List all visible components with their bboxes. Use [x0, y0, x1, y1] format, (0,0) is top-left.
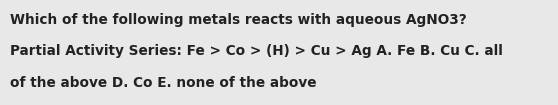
Text: Which of the following metals reacts with aqueous AgNO3?: Which of the following metals reacts wit… [10, 13, 467, 27]
Text: of the above D. Co E. none of the above: of the above D. Co E. none of the above [10, 76, 316, 90]
Text: Partial Activity Series: Fe > Co > (H) > Cu > Ag A. Fe B. Cu C. all: Partial Activity Series: Fe > Co > (H) >… [10, 44, 503, 58]
